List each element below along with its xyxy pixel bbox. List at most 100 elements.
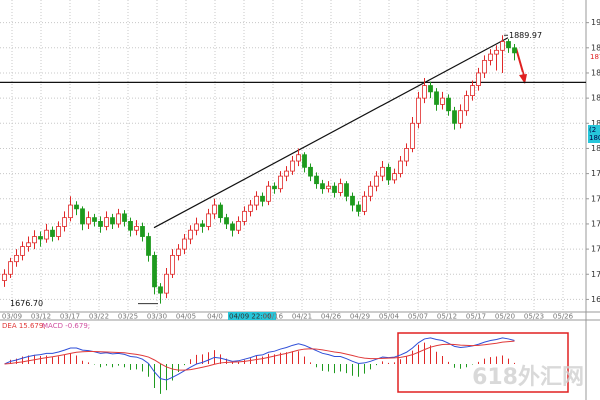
- candle-body: [194, 223, 199, 231]
- candle-body: [170, 254, 175, 275]
- x-tick-label: 05/17: [466, 313, 486, 321]
- candle-body: [452, 110, 457, 124]
- candle-body: [14, 254, 19, 263]
- candle-body: [176, 248, 181, 256]
- x-tick-label: 03/09: [2, 313, 22, 321]
- y-tick-label: 17: [591, 219, 600, 228]
- candle-body: [110, 217, 115, 225]
- candle-body: [362, 195, 367, 212]
- candle-body: [422, 85, 427, 99]
- candle-body: [50, 229, 55, 237]
- candle-body: [44, 229, 49, 240]
- candle-body: [8, 261, 13, 275]
- macd-header: DEA 15.679;: [2, 322, 46, 330]
- candle-body: [416, 97, 421, 124]
- candle-body: [164, 273, 169, 294]
- y-tick-label: 18: [591, 144, 600, 153]
- candle-body: [260, 195, 265, 202]
- candle-body: [2, 273, 7, 281]
- candle-body: [152, 254, 157, 288]
- price-tag: (2: [589, 126, 596, 134]
- price-tag: 180: [589, 134, 600, 142]
- candle-body: [218, 204, 223, 219]
- candle-body: [80, 208, 85, 225]
- x-tick-label: 04/26: [321, 313, 342, 321]
- candle-body: [74, 204, 79, 210]
- y-tick-label: 16: [591, 295, 600, 304]
- annotation: 1889.97: [509, 31, 542, 40]
- dif-line: [4, 337, 515, 381]
- x-tick-label: 05/12: [437, 313, 457, 321]
- candle-body: [32, 236, 37, 244]
- candle-body: [230, 223, 235, 231]
- candle-body: [254, 195, 259, 206]
- candle-body: [20, 246, 25, 256]
- candle-body: [386, 166, 391, 181]
- y-tick-label: 18: [591, 43, 600, 52]
- candle-body: [464, 95, 469, 112]
- x-tick-label: 03/22: [89, 313, 109, 321]
- candle-body: [470, 85, 475, 97]
- candle-body: [122, 213, 127, 222]
- candle-body: [320, 183, 325, 190]
- candle-body: [146, 236, 151, 256]
- candle-body: [188, 229, 193, 240]
- candle-body: [392, 173, 397, 181]
- candle-body: [266, 185, 271, 202]
- candle-body: [104, 217, 109, 227]
- price-tag: 187: [590, 53, 600, 61]
- dea-line: [4, 340, 515, 371]
- candle-body: [368, 185, 373, 197]
- candle-body: [236, 221, 241, 231]
- candle-body: [212, 204, 217, 215]
- candle-body: [476, 72, 481, 86]
- trend-line: [153, 37, 509, 229]
- candle-body: [500, 41, 505, 51]
- candle-body: [248, 204, 253, 212]
- candle-body: [182, 238, 187, 250]
- crosshair-label-bg: [228, 312, 276, 320]
- x-tick-label: 04/21: [292, 313, 312, 321]
- x-tick-label: 04/0: [207, 313, 223, 321]
- candle-body: [404, 148, 409, 162]
- candle-body: [116, 213, 121, 225]
- candle-body: [482, 59, 487, 74]
- candle-body: [128, 221, 133, 231]
- watermark: 618外汇网: [472, 364, 584, 390]
- x-tick-label: 03/12: [31, 313, 51, 321]
- candle-body: [440, 97, 445, 105]
- candle-body: [158, 286, 163, 294]
- candle-body: [398, 160, 403, 175]
- candle-body: [98, 221, 103, 227]
- candle-body: [350, 195, 355, 206]
- candle-body: [224, 217, 229, 225]
- y-tick-label: 18: [591, 68, 600, 77]
- candle-body: [38, 236, 43, 240]
- candle-body: [284, 170, 289, 177]
- y-tick-label: 17: [591, 270, 600, 279]
- candle-body: [206, 213, 211, 227]
- y-tick-label: 17: [591, 169, 600, 178]
- candle-body: [332, 185, 337, 193]
- y-tick-label: 17: [591, 194, 600, 203]
- candle-body: [134, 226, 139, 231]
- x-tick-label: 04/09 22:00: [229, 313, 272, 321]
- y-tick-label: 19: [591, 18, 600, 27]
- candle-body: [428, 85, 433, 93]
- candle-body: [92, 217, 97, 222]
- candle-body: [68, 204, 73, 219]
- candle-body: [308, 166, 313, 177]
- x-tick-label: 04/05: [176, 313, 196, 321]
- candle-body: [380, 166, 385, 177]
- x-tick-label: 05/26: [553, 313, 574, 321]
- x-tick-label: 03/30: [147, 313, 167, 321]
- arrow: [515, 47, 527, 84]
- x-tick-label: 05/23: [524, 313, 544, 321]
- candle-body: [344, 183, 349, 197]
- candle-body: [62, 217, 67, 227]
- candle-body: [458, 110, 463, 124]
- candle-body: [200, 223, 205, 227]
- candle-body: [314, 175, 319, 185]
- candle-body: [278, 175, 283, 190]
